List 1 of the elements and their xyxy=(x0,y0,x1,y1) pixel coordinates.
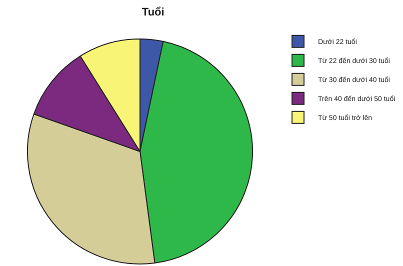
chart-title: Tuổi xyxy=(142,6,164,19)
